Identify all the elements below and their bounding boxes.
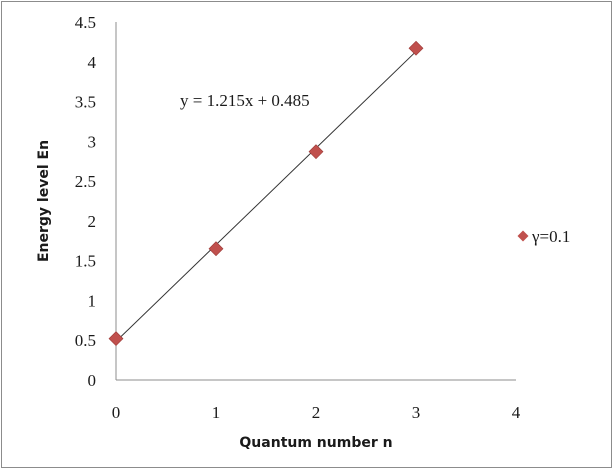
x-tick-label: 3 — [412, 403, 421, 422]
y-tick-label: 4 — [88, 53, 97, 72]
y-tick-label: 4.5 — [75, 13, 96, 32]
y-tick-label: 3.5 — [75, 93, 96, 112]
x-tick-label: 0 — [112, 403, 121, 422]
y-tick-label: 1.5 — [75, 252, 96, 271]
x-tick-label: 2 — [312, 403, 321, 422]
y-tick-label: 2 — [88, 212, 97, 231]
trendline-equation: y = 1.215x + 0.485 — [180, 91, 310, 110]
legend-label: γ=0.1 — [531, 227, 570, 246]
x-tick-labels: 0 1 2 3 4 — [112, 403, 521, 422]
x-axis-title: Quantum number n — [239, 435, 392, 451]
trendline — [115, 51, 417, 342]
data-point — [408, 40, 424, 56]
y-tick-label: 0 — [88, 371, 97, 390]
x-tick-label: 4 — [512, 403, 521, 422]
legend-marker-diamond — [517, 230, 529, 242]
y-axis-title: Energy level En — [36, 140, 52, 262]
data-point — [208, 241, 224, 257]
y-tick-label: 3 — [88, 132, 97, 151]
y-tick-label: 2.5 — [75, 172, 96, 191]
y-tick-labels: 0 0.5 1 1.5 2 2.5 3 3.5 4 4.5 — [75, 13, 97, 390]
y-tick-label: 1 — [88, 291, 97, 310]
data-point — [108, 331, 124, 347]
y-tick-label: 0.5 — [75, 331, 96, 350]
data-points — [108, 40, 424, 347]
x-tick-label: 1 — [212, 403, 221, 422]
data-point — [308, 144, 324, 160]
legend: γ=0.1 — [517, 227, 570, 246]
